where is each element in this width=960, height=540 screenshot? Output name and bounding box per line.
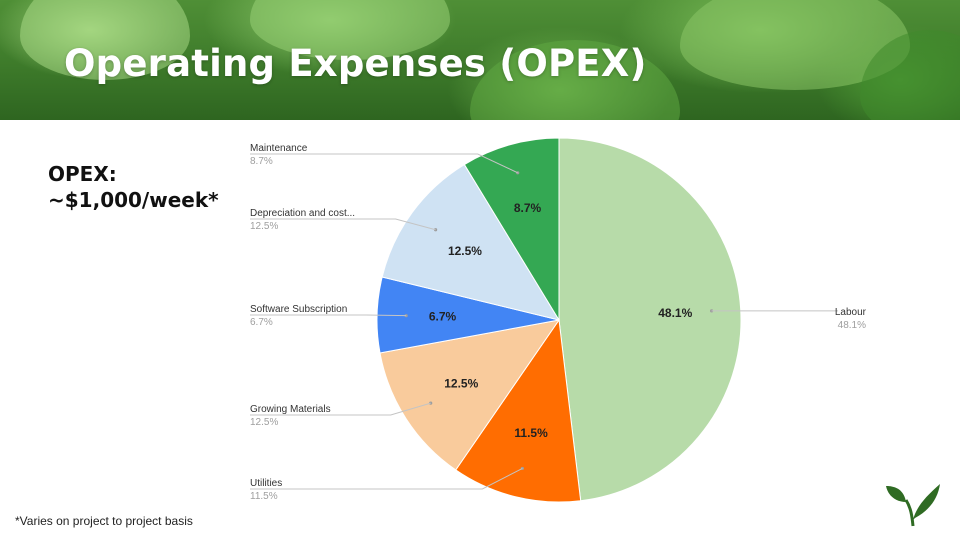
pie-slice [381,163,561,321]
callout-line [250,153,518,174]
opex-label: OPEX: [48,162,117,186]
callout-line [250,467,523,490]
pie-slice [463,137,560,322]
slice-percent-label: 8.7% [514,201,542,215]
header-banner [0,0,960,120]
slice-percent-label: 48.1% [658,306,692,320]
slice-percent-label: 12.5% [444,376,478,390]
pie-slice [558,137,742,502]
opex-value: ~$1,000/week* [48,188,219,212]
callout-category-label: Software Subscription [250,304,347,315]
callout-percent-label: 48.1% [838,320,866,331]
pie-labels: 48.1% Labour 48.1% 11.5% Utilities 11.5% 12.5%… [250,143,867,502]
callout-line [250,218,436,231]
banner-leaf-texture [20,0,190,80]
callout-percent-label: 6.7% [250,317,273,328]
slice-percent-label: 12.5% [448,244,482,258]
pie-slices [376,137,742,503]
callout-category-label: Growing Materials [250,404,331,415]
callout-category-label: Labour [835,307,867,318]
callout-dot [434,228,438,232]
callout-category-label: Depreciation and cost... [250,208,355,219]
opex-summary: OPEX: ~$1,000/week* [48,161,219,213]
slide-title: Operating Expenses (OPEX) [64,42,647,85]
pie-slice [379,319,561,471]
slice-percent-label: 11.5% [514,426,548,440]
callout-line [250,402,431,416]
footnote: *Varies on project to project basis [15,514,193,528]
pie-slice [455,318,582,503]
callout-percent-label: 8.7% [250,156,273,167]
callout-category-label: Utilities [250,478,282,489]
callout-category-label: Maintenance [250,143,308,154]
callout-percent-label: 12.5% [250,417,278,428]
sprout-logo-icon [886,484,940,527]
callout-percent-label: 12.5% [250,221,278,232]
callout-percent-label: 11.5% [250,491,278,502]
slice-percent-label: 6.7% [429,310,457,324]
callout-line [250,314,407,317]
opex-pie-chart: 48.1% Labour 48.1% 11.5% Utilities 11.5% 12.5%… [230,120,886,525]
